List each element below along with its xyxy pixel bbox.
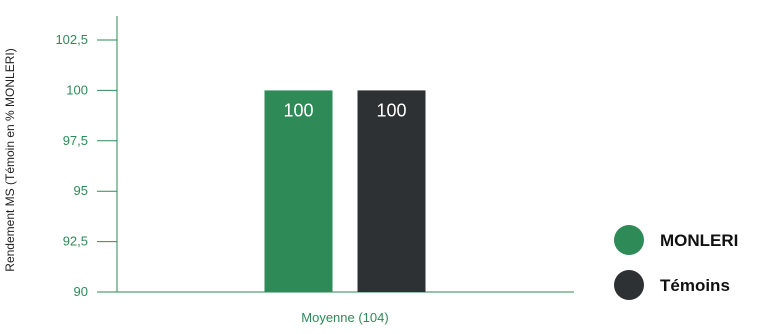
legend-label: Témoins bbox=[660, 276, 730, 295]
category-labels: Moyenne (104) bbox=[301, 310, 388, 325]
legend-swatch bbox=[614, 270, 644, 300]
bar-data-label: 100 bbox=[283, 100, 313, 120]
legend-swatch bbox=[614, 225, 644, 255]
x-category-label: Moyenne (104) bbox=[301, 310, 388, 325]
y-tick-label: 97,5 bbox=[63, 133, 88, 148]
bar-t-moins bbox=[357, 90, 426, 293]
legend: MONLERI Témoins bbox=[614, 225, 738, 300]
y-axis-title: Rendement MS (Témoin en % MONLERI) bbox=[3, 48, 17, 271]
axes bbox=[116, 16, 574, 293]
bars: 100 100 bbox=[264, 90, 426, 293]
y-tick-label: 100 bbox=[66, 82, 88, 97]
y-tick-label: 90 bbox=[74, 284, 88, 299]
bar-monleri bbox=[264, 90, 333, 293]
y-ticks: 90 92,5 95 97,5 100 102,5 bbox=[55, 32, 117, 299]
y-tick-label: 102,5 bbox=[55, 32, 88, 47]
legend-label: MONLERI bbox=[660, 231, 738, 250]
y-tick-label: 95 bbox=[74, 183, 88, 198]
bar-data-label: 100 bbox=[376, 100, 406, 120]
y-tick-label: 92,5 bbox=[63, 234, 88, 249]
